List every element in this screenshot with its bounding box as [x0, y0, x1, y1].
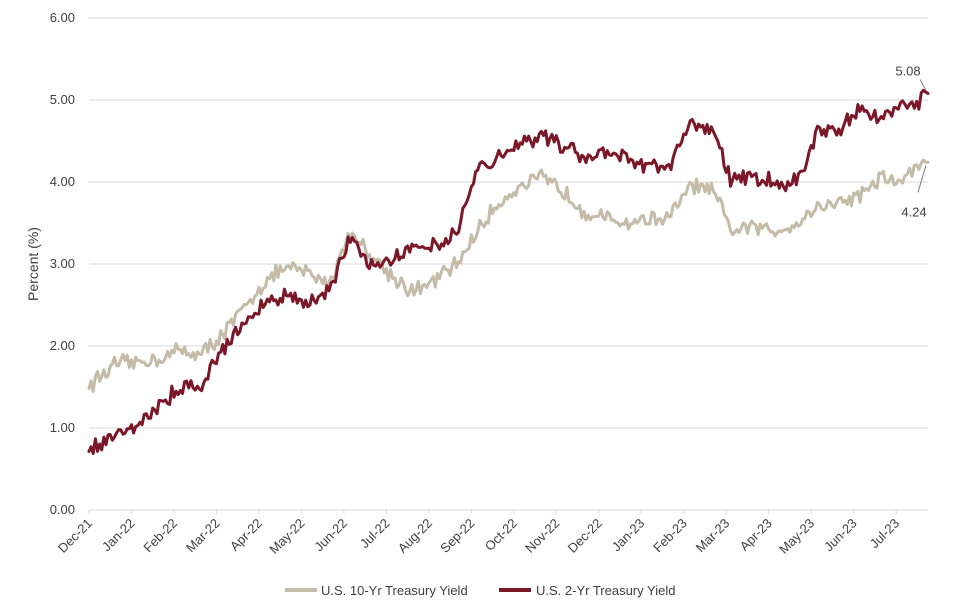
x-tick-label: Dec-21 [55, 516, 95, 556]
x-tick-label: Jun-22 [311, 516, 350, 555]
legend: U.S. 10-Yr Treasury Yield U.S. 2-Yr Trea… [285, 583, 675, 598]
x-tick-label: Mar-23 [693, 516, 733, 556]
legend-label-10yr: U.S. 10-Yr Treasury Yield [321, 583, 468, 598]
x-tick-label: Feb-23 [650, 516, 690, 556]
x-tick-label: Oct-22 [482, 516, 520, 554]
x-tick-label: Jan-23 [609, 516, 648, 555]
gridlines [89, 17, 928, 429]
y-tick-label: 5.00 [50, 92, 75, 107]
x-tick-label: Apr-23 [737, 516, 775, 554]
x-tick-label: Sep-22 [437, 516, 477, 556]
y-tick-label: 3.00 [50, 256, 75, 271]
y-tick-label: 2.00 [50, 338, 75, 353]
x-tick-label: Nov-22 [522, 516, 562, 556]
x-tick-label: Aug-22 [395, 516, 435, 556]
x-tick-label: Mar-22 [183, 516, 223, 556]
legend-label-2yr: U.S. 2-Yr Treasury Yield [536, 583, 675, 598]
x-tick-label: Jul-22 [357, 516, 393, 552]
annotations: 5.08 4.24 [895, 63, 926, 219]
y-tick-label: 4.00 [50, 174, 75, 189]
series-lines [87, 88, 930, 455]
y-axis-title: Percent (%) [25, 227, 41, 301]
x-tick-label: May-22 [266, 516, 307, 557]
annotation-label-10yr: 4.24 [901, 204, 926, 219]
series-line-10yr [87, 158, 930, 393]
series-line-2yr [87, 88, 930, 455]
y-tick-labels: 0.00 1.00 2.00 3.00 4.00 5.00 6.00 [50, 10, 75, 517]
annotation-leader [919, 79, 927, 91]
annotation-leader [917, 165, 927, 193]
x-tick-label: Dec-22 [565, 516, 605, 556]
x-tick-labels: Dec-21 Jan-22 Feb-22 Mar-22 Apr-22 May-22 Jun-… [55, 510, 902, 557]
x-tick-label: Jan-22 [99, 516, 138, 555]
y-tick-label: 6.00 [50, 10, 75, 25]
x-tick-label: Jul-23 [867, 516, 903, 552]
x-tick-label: May-23 [776, 516, 817, 557]
annotation-label-2yr: 5.08 [895, 63, 920, 78]
x-tick-label: Feb-22 [140, 516, 180, 556]
y-tick-label: 0.00 [50, 502, 75, 517]
y-tick-label: 1.00 [50, 420, 75, 435]
x-tick-label: Apr-22 [227, 516, 265, 554]
x-tick-label: Jun-23 [821, 516, 860, 555]
